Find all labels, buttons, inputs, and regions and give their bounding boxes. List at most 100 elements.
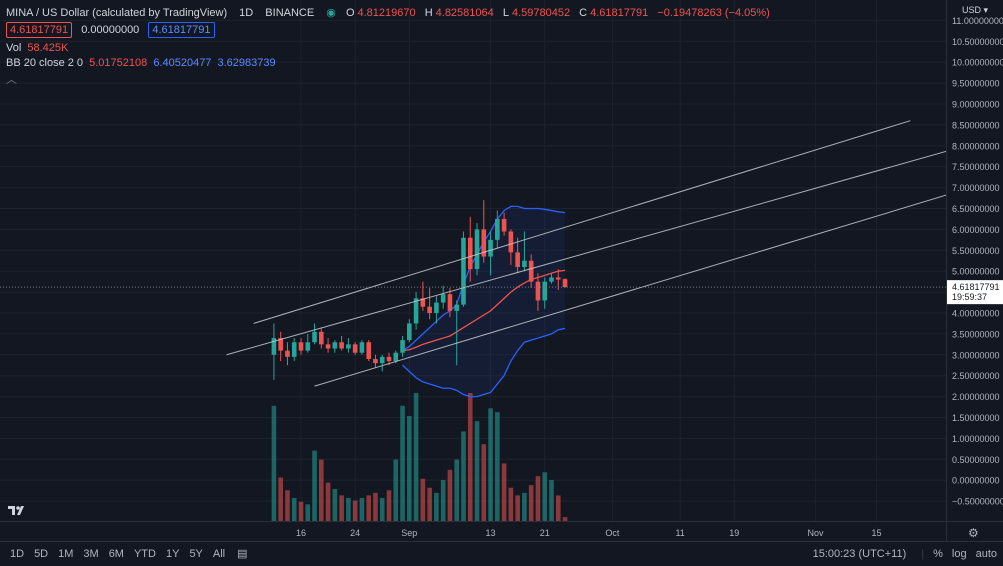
- range-1m[interactable]: 1M: [58, 547, 74, 560]
- symbol-legend[interactable]: MINA / US Dollar (calculated by TradingV…: [6, 6, 773, 19]
- volume-legend[interactable]: Vol 58.425K: [6, 42, 71, 54]
- bar-countdown-label: 19:59:37: [952, 292, 987, 302]
- buy-price-pill[interactable]: 4.61817791: [148, 22, 215, 38]
- candle-body: [535, 281, 541, 301]
- volume-bar: [522, 492, 527, 521]
- volume-bar: [352, 500, 358, 521]
- candle-body: [312, 331, 317, 343]
- volume-bar: [359, 497, 365, 521]
- volume-bar: [379, 497, 385, 521]
- bb-basis-value: 5.01752108: [89, 57, 148, 69]
- volume-bar: [346, 497, 351, 521]
- y-tick-label: 1.50000000: [952, 413, 1000, 423]
- volume-bar: [298, 501, 304, 521]
- gear-icon[interactable]: ⚙: [968, 526, 979, 540]
- candle-body: [495, 218, 500, 240]
- volume-label: Vol: [6, 42, 22, 54]
- y-tick-label: 5.00000000: [952, 267, 1000, 277]
- volume-bar: [413, 393, 419, 521]
- volume-bar: [528, 485, 534, 521]
- range-ytd[interactable]: YTD: [133, 547, 156, 560]
- clock-timezone[interactable]: 15:00:23 (UTC+11): [812, 548, 907, 560]
- volume-bar: [427, 487, 432, 521]
- ohlc-low: L 4.59780452: [502, 7, 571, 19]
- range-all[interactable]: All: [212, 547, 226, 560]
- volume-bar: [319, 459, 324, 521]
- channel-trend-line[interactable]: [314, 185, 978, 387]
- range-5d[interactable]: 5D: [34, 547, 49, 560]
- volume-bar: [495, 412, 500, 521]
- candle-body: [298, 342, 304, 351]
- x-tick-label: Sep: [401, 528, 417, 538]
- channel-trend-line[interactable]: [253, 120, 911, 324]
- y-tick-label: 7.50000000: [952, 162, 1000, 172]
- y-tick-label: 1.00000000: [952, 434, 1000, 444]
- volume-bar: [393, 459, 399, 521]
- log-scale-toggle[interactable]: log: [951, 548, 967, 560]
- y-tick-label: 9.50000000: [952, 79, 1000, 89]
- series-layer: [226, 120, 978, 521]
- x-tick-label: Nov: [808, 528, 825, 538]
- volume-bar: [467, 393, 473, 521]
- candle-body: [501, 218, 507, 232]
- candle-body: [325, 344, 331, 349]
- x-tick-label: 21: [540, 528, 550, 538]
- y-tick-label: 2.50000000: [952, 371, 1000, 381]
- range-1d[interactable]: 1D: [10, 547, 25, 560]
- volume-bar: [474, 421, 480, 521]
- candle-body: [386, 356, 392, 362]
- candle-body: [352, 344, 358, 353]
- volume-bar: [400, 405, 405, 521]
- interval-label: 1D: [239, 7, 254, 19]
- last-price-label: 4.61817791: [952, 282, 1000, 292]
- x-tick-label: 13: [486, 528, 496, 538]
- candle-body: [555, 277, 561, 280]
- candle-body: [481, 229, 487, 257]
- y-tick-label: 9.00000000: [952, 99, 1000, 109]
- calendar-icon[interactable]: ▤: [237, 548, 248, 560]
- volume-bar: [420, 478, 426, 521]
- chevron-down-icon: ▾: [983, 5, 989, 15]
- volume-bar: [386, 490, 392, 521]
- spread-pill: 0.00000000: [81, 24, 140, 36]
- candle-body: [285, 350, 290, 357]
- range-6m[interactable]: 6M: [108, 547, 124, 560]
- y-tick-label: 4.00000000: [952, 308, 1000, 318]
- y-tick-label: 5.50000000: [952, 246, 1000, 256]
- volume-bar: [271, 405, 277, 521]
- channel-trend-line[interactable]: [226, 150, 951, 356]
- bb-upper-value: 6.40520477: [153, 57, 212, 69]
- percent-scale-toggle[interactable]: %: [933, 548, 943, 560]
- candle-body: [291, 342, 297, 357]
- collapse-legend-icon[interactable]: ︿: [6, 74, 17, 86]
- candle-body: [413, 298, 419, 324]
- candle-body: [359, 342, 365, 353]
- candle-body: [461, 237, 466, 305]
- tradingview-logo-icon: [8, 506, 24, 515]
- candle-body: [366, 342, 371, 359]
- bb-lower-value: 3.62983739: [217, 57, 276, 69]
- bottom-toolbar: 1D 5D 1M 3M 6M YTD 1Y 5Y All ▤ 15:00:23 …: [0, 541, 1003, 565]
- y-tick-label: 2.00000000: [952, 392, 1000, 402]
- auto-scale-toggle[interactable]: auto: [975, 548, 997, 560]
- volume-bar: [339, 495, 344, 521]
- y-tick-label: 7.00000000: [952, 183, 1000, 193]
- range-5y[interactable]: 5Y: [189, 547, 203, 560]
- bollinger-legend[interactable]: BB 20 close 2 0 5.01752108 6.40520477 3.…: [6, 57, 279, 69]
- range-1y[interactable]: 1Y: [165, 547, 180, 560]
- sell-price-pill[interactable]: 4.61817791: [6, 22, 73, 38]
- currency-dropdown[interactable]: USD ▾: [962, 5, 988, 16]
- currency-label: USD: [962, 5, 982, 15]
- range-3m[interactable]: 3M: [83, 547, 99, 560]
- volume-bar: [366, 495, 371, 521]
- volume-bar: [312, 450, 317, 521]
- ohlc-open: O 4.81219670: [345, 7, 416, 19]
- candle-body: [508, 231, 514, 253]
- candle-body: [467, 237, 473, 270]
- candle-body: [454, 304, 460, 311]
- y-tick-label: 8.00000000: [952, 141, 1000, 151]
- y-tick-label: 8.50000000: [952, 120, 1000, 130]
- volume-bar: [285, 490, 290, 521]
- volume-bar: [549, 480, 554, 521]
